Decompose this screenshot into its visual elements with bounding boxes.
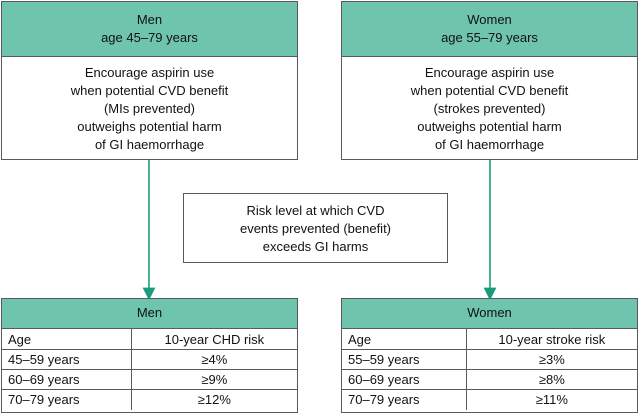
text-line: outweighs potential harm bbox=[417, 119, 562, 134]
risk-cell: ≥8% bbox=[465, 369, 637, 390]
text-line: of GI haemorrhage bbox=[434, 137, 545, 152]
risk-cell: ≥3% bbox=[465, 349, 637, 370]
table-header-row: Age 10-year CHD risk bbox=[2, 328, 297, 350]
men-criteria-header: Men age 45–79 years bbox=[2, 2, 297, 57]
men-risk-table: Men Age 10-year CHD risk 45–59 years ≥4%… bbox=[1, 298, 298, 413]
col-risk-header: 10-year stroke risk bbox=[465, 328, 637, 350]
text-line: outweighs potential harm bbox=[77, 119, 222, 134]
age-cell: 60–69 years bbox=[342, 369, 467, 390]
women-title: Women bbox=[467, 12, 512, 27]
text-line: (strokes prevented) bbox=[433, 101, 546, 116]
col-age-header: Age bbox=[342, 328, 467, 350]
age-cell: 60–69 years bbox=[2, 369, 132, 390]
age-cell: 70–79 years bbox=[2, 389, 132, 410]
text-line: (MIs prevented) bbox=[103, 101, 196, 116]
col-risk-header: 10-year CHD risk bbox=[130, 328, 297, 350]
risk-cell: ≥9% bbox=[130, 369, 297, 390]
risk-cell: ≥4% bbox=[130, 349, 297, 370]
women-age-range: age 55–79 years bbox=[441, 30, 538, 45]
text-line: exceeds GI harms bbox=[262, 239, 369, 254]
text-line: when potential CVD benefit bbox=[70, 83, 229, 98]
women-table: Age 10-year stroke risk 55–59 years ≥3% … bbox=[342, 328, 637, 410]
table-row: 60–69 years ≥9% bbox=[2, 369, 297, 390]
table-row: 70–79 years ≥11% bbox=[342, 389, 637, 410]
table-row: 60–69 years ≥8% bbox=[342, 369, 637, 390]
risk-level-box: Risk level at which CVD events prevented… bbox=[183, 193, 448, 263]
women-table-header: Women bbox=[342, 299, 637, 328]
risk-cell: ≥12% bbox=[130, 389, 297, 410]
men-age-range: age 45–79 years bbox=[101, 30, 198, 45]
men-criteria-text: Encourage aspirin use when potential CVD… bbox=[2, 57, 297, 154]
women-criteria-box: Women age 55–79 years Encourage aspirin … bbox=[341, 1, 638, 160]
age-cell: 55–59 years bbox=[342, 349, 467, 370]
men-table: Age 10-year CHD risk 45–59 years ≥4% 60–… bbox=[2, 328, 297, 410]
table-header-row: Age 10-year stroke risk bbox=[342, 328, 637, 350]
age-cell: 45–59 years bbox=[2, 349, 132, 370]
text-line: Encourage aspirin use bbox=[84, 65, 215, 80]
table-row: 45–59 years ≥4% bbox=[2, 349, 297, 370]
text-line: Encourage aspirin use bbox=[424, 65, 555, 80]
women-criteria-header: Women age 55–79 years bbox=[342, 2, 637, 57]
men-title: Men bbox=[136, 12, 163, 27]
col-age-header: Age bbox=[2, 328, 132, 350]
men-table-header: Men bbox=[2, 299, 297, 328]
table-row: 70–79 years ≥12% bbox=[2, 389, 297, 410]
table-row: 55–59 years ≥3% bbox=[342, 349, 637, 370]
risk-cell: ≥11% bbox=[465, 389, 637, 410]
text-line: Risk level at which CVD bbox=[246, 203, 385, 218]
men-criteria-box: Men age 45–79 years Encourage aspirin us… bbox=[1, 1, 298, 160]
age-cell: 70–79 years bbox=[342, 389, 467, 410]
women-risk-table: Women Age 10-year stroke risk 55–59 year… bbox=[341, 298, 638, 413]
text-line: of GI haemorrhage bbox=[94, 137, 205, 152]
text-line: when potential CVD benefit bbox=[410, 83, 569, 98]
text-line: events prevented (benefit) bbox=[239, 221, 392, 236]
women-criteria-text: Encourage aspirin use when potential CVD… bbox=[342, 57, 637, 154]
